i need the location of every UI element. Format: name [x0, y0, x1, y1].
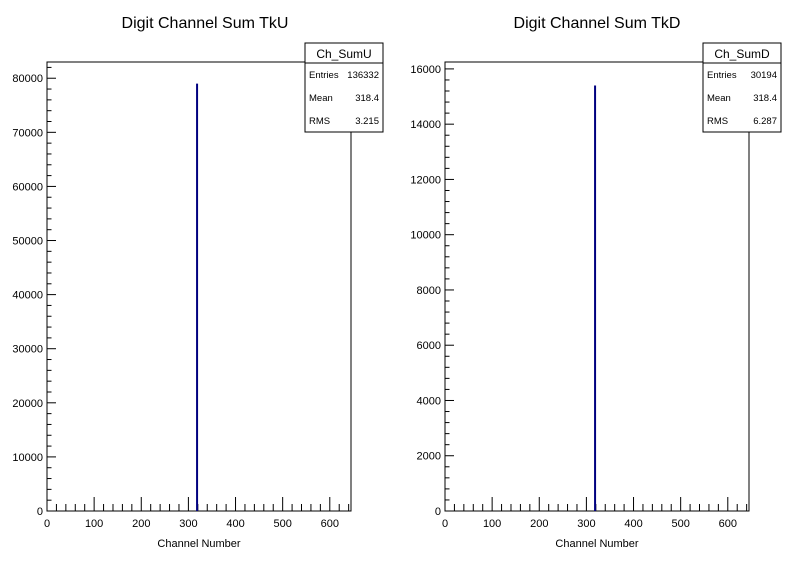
- x-tick-label: 300: [577, 518, 595, 530]
- y-tick-label: 10000: [12, 452, 43, 464]
- x-tick-label: 600: [719, 518, 737, 530]
- stats-box: Ch_SumD Entries 30194 Mean 318.4 RMS 6.2…: [702, 42, 782, 133]
- y-tick-label: 80000: [12, 73, 43, 85]
- stats-rms-value: 6.287: [753, 116, 777, 127]
- stats-mean-label: Mean: [309, 93, 333, 104]
- stats-box-name: Ch_SumU: [316, 47, 371, 61]
- y-tick-label: 40000: [12, 290, 43, 302]
- plot-frame: [46, 61, 352, 512]
- stats-mean-value: 318.4: [753, 93, 777, 104]
- stats-entries-value: 30194: [751, 70, 777, 81]
- stats-entries-label: Entries: [309, 70, 339, 81]
- y-tick-label: 20000: [12, 398, 43, 410]
- x-axis: 0 100 200 300 400 500 600: [442, 497, 748, 530]
- stats-box-frame: [702, 42, 782, 133]
- stats-rms-label: RMS: [707, 116, 728, 127]
- stats-rms-label: RMS: [309, 116, 330, 127]
- histogram-panel-tkd: Digit Channel Sum TkD 020004000600080001…: [410, 15, 782, 550]
- chart-title: Digit Channel Sum TkD: [514, 15, 681, 32]
- y-tick-label: 0: [435, 506, 441, 518]
- y-tick-label: 70000: [12, 127, 43, 139]
- y-tick-label: 12000: [410, 174, 441, 186]
- x-tick-label: 200: [132, 518, 150, 530]
- x-tick-label: 400: [624, 518, 642, 530]
- x-tick-label: 400: [226, 518, 244, 530]
- stats-mean-value: 318.4: [355, 93, 379, 104]
- stats-rms-value: 3.215: [355, 116, 379, 127]
- x-tick-label: 100: [483, 518, 501, 530]
- x-tick-label: 100: [85, 518, 103, 530]
- y-tick-label: 60000: [12, 181, 43, 193]
- y-tick-label: 10000: [410, 230, 441, 242]
- y-tick-label: 30000: [12, 344, 43, 356]
- histogram-panel-tku: Digit Channel Sum TkU 0 10000 20000 30000 40…: [12, 15, 384, 550]
- x-tick-label: 0: [442, 518, 448, 530]
- x-tick-label: 600: [321, 518, 339, 530]
- chart-title: Digit Channel Sum TkU: [122, 15, 289, 32]
- plot-frame: [444, 61, 750, 512]
- y-tick-label: 50000: [12, 236, 43, 248]
- stats-box-name: Ch_SumD: [714, 47, 770, 61]
- x-axis-label: Channel Number: [157, 538, 240, 550]
- y-tick-label: 0: [37, 506, 43, 518]
- stats-box: Ch_SumU Entries 136332 Mean 318.4 RMS 3.…: [304, 42, 384, 133]
- y-tick-label: 8000: [417, 285, 441, 297]
- y-axis: 0 10000 20000 30000 40000 50000 60000 70000 8000…: [12, 66, 56, 518]
- y-tick-label: 6000: [417, 340, 441, 352]
- x-tick-label: 500: [273, 518, 291, 530]
- y-axis: 0 2000 4000 6000 8000 10000 12000 14000 16000: [410, 64, 454, 518]
- y-tick-label: 2000: [417, 451, 441, 463]
- x-tick-label: 500: [671, 518, 689, 530]
- stats-entries-label: Entries: [707, 70, 737, 81]
- y-tick-label: 4000: [417, 395, 441, 407]
- stats-mean-label: Mean: [707, 93, 731, 104]
- y-tick-label: 14000: [410, 119, 441, 131]
- x-tick-label: 200: [530, 518, 548, 530]
- x-tick-label: 0: [44, 518, 50, 530]
- x-tick-label: 300: [179, 518, 197, 530]
- stats-box-frame: [304, 42, 384, 133]
- x-axis-label: Channel Number: [555, 538, 638, 550]
- stats-entries-value: 136332: [347, 70, 379, 81]
- y-tick-label: 16000: [410, 64, 441, 76]
